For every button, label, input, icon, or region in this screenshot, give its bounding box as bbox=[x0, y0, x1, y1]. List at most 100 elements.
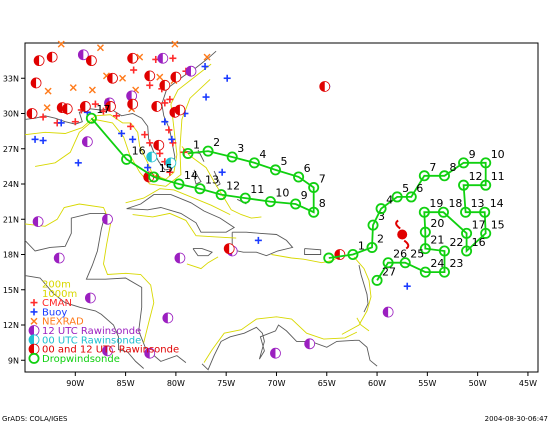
raob-00-12utc-marker bbox=[319, 81, 325, 92]
raob-00-12utc-marker bbox=[57, 102, 63, 113]
dropwindsonde-label: 22 bbox=[449, 236, 463, 249]
isobath-line bbox=[341, 256, 372, 335]
isobath-line bbox=[356, 317, 370, 332]
legend-label: 1000m bbox=[42, 289, 77, 300]
dropwindsonde-label: 3 bbox=[237, 142, 244, 155]
dropwindsonde-label: 19 bbox=[429, 197, 443, 210]
nexrad-marker bbox=[69, 84, 77, 92]
dropwindsonde-label: 27 bbox=[382, 265, 396, 278]
raob-00-12utc-marker bbox=[127, 99, 133, 110]
coastline-segment bbox=[213, 170, 221, 187]
nexrad-marker bbox=[44, 87, 52, 95]
lon-tick-label: 60W bbox=[368, 379, 386, 388]
nexrad-marker bbox=[102, 72, 110, 80]
lat-tick-label: 21N bbox=[3, 215, 19, 224]
dropwindsonde-label: 16 bbox=[132, 144, 146, 157]
legend-label: 00 UTC Rawinsonde bbox=[42, 335, 141, 346]
coastline-segment bbox=[192, 169, 202, 185]
lon-tick-label: 85W bbox=[117, 379, 135, 388]
legend-label: CMAN bbox=[42, 298, 72, 309]
dropwindsonde-label: 13 bbox=[471, 197, 485, 210]
dropwindsonde-label: 4 bbox=[386, 194, 393, 207]
dropwindsonde-point bbox=[418, 170, 430, 182]
lon-tick-label: 80W bbox=[167, 379, 185, 388]
dropwindsonde-point bbox=[375, 203, 387, 215]
dropwindsonde-point bbox=[437, 206, 449, 218]
dropwindsonde-point bbox=[226, 151, 238, 163]
dropwindsonde-point bbox=[438, 170, 450, 182]
dropwindsonde-point bbox=[367, 219, 379, 231]
lon-tick-label: 45W bbox=[519, 379, 537, 388]
lon-tick-label: 65W bbox=[318, 379, 336, 388]
dropwindsonde-label: 3 bbox=[378, 210, 385, 223]
dropwindsonde-label: 24 bbox=[430, 257, 444, 270]
legend-label: 00 and 12 UTC Rawinsonde bbox=[42, 345, 179, 356]
dropwindsonde-point bbox=[347, 248, 359, 260]
raob-12utc-marker bbox=[304, 338, 310, 349]
dropwindsonde-label: 2 bbox=[213, 136, 220, 149]
track-east-line bbox=[328, 161, 487, 281]
legend-raob0012-symbol bbox=[29, 344, 34, 355]
raob-00-12utc-marker bbox=[170, 72, 176, 83]
dropwindsonde-label: 6 bbox=[304, 162, 311, 175]
dropwindsonde-point bbox=[202, 145, 214, 157]
dropwindsonde-label: 7 bbox=[429, 161, 436, 174]
raob-00-12utc-marker bbox=[80, 101, 86, 112]
dropwindsonde-point bbox=[293, 171, 305, 183]
dropwindsonde-label: 13 bbox=[205, 174, 219, 187]
lon-tick-label: 50W bbox=[469, 379, 487, 388]
dropwindsonde-label: 25 bbox=[410, 248, 424, 261]
coastline-segment bbox=[304, 248, 322, 255]
nexrad-marker bbox=[119, 74, 127, 82]
isobath-line bbox=[203, 316, 358, 363]
dropwindsonde-label: 2 bbox=[377, 232, 384, 245]
dropwindsonde-label: 12 bbox=[226, 180, 240, 193]
raob-12utc-marker bbox=[144, 348, 150, 359]
dropwindsonde-label: 8 bbox=[449, 161, 456, 174]
footer-credit: GrADS: COLA/IGES bbox=[2, 415, 68, 423]
track-main-line bbox=[90, 117, 315, 214]
raob-12utc-marker bbox=[157, 53, 163, 64]
nexrad-marker bbox=[171, 40, 179, 48]
dropwindsonde-point bbox=[121, 153, 133, 165]
raob-12utc-marker bbox=[85, 292, 91, 303]
dropwindsonde-label: 11 bbox=[250, 183, 264, 196]
dropwindsonde-point bbox=[461, 245, 473, 257]
dropwindsonde-label: 8 bbox=[319, 197, 326, 210]
dropwindsonde-point bbox=[405, 191, 417, 203]
dropwindsonde-point bbox=[438, 245, 450, 257]
dropwindsonde-label: 11 bbox=[491, 170, 505, 183]
lon-tick-label: 75W bbox=[217, 379, 235, 388]
dropwindsonde-label: 5 bbox=[402, 182, 409, 195]
nexrad-marker bbox=[43, 104, 51, 112]
dropwindsonde-point bbox=[480, 227, 492, 239]
isobath-line bbox=[24, 203, 155, 343]
raob-00utc-marker bbox=[146, 151, 152, 162]
dropwindsonde-point bbox=[399, 257, 411, 269]
lat-tick-label: 18N bbox=[3, 251, 19, 260]
dropwindsonde-point bbox=[148, 171, 160, 183]
nexrad-marker bbox=[203, 53, 211, 61]
dropwindsonde-point bbox=[194, 183, 206, 195]
dropwindsonde-label: 7 bbox=[319, 173, 326, 186]
lat-tick-label: 15N bbox=[3, 286, 19, 295]
raob-00-12utc-marker bbox=[62, 103, 68, 114]
isobath-line bbox=[132, 212, 237, 239]
dropwindsonde-point bbox=[308, 182, 320, 194]
dropwindsonde-point bbox=[419, 243, 431, 255]
dropwindsonde-label: 12 bbox=[469, 170, 483, 183]
legend-label: NEXRAD bbox=[42, 317, 84, 328]
coastline-segment bbox=[192, 248, 213, 257]
dropwindsonde-point bbox=[269, 164, 281, 176]
dropwindsonde-point bbox=[173, 178, 185, 190]
storm-arm bbox=[395, 219, 401, 230]
raob-00-12utc-marker bbox=[105, 101, 111, 112]
raob-12utc-marker bbox=[185, 66, 191, 77]
dropwindsonde-point bbox=[239, 192, 251, 204]
dropwindsonde-point bbox=[479, 206, 491, 218]
coastline-segment bbox=[126, 194, 236, 233]
legend-label: Dropwindsonde bbox=[42, 354, 120, 365]
dropwindsonde-point bbox=[366, 241, 378, 253]
dropwindsonde-label: 20 bbox=[430, 217, 444, 230]
